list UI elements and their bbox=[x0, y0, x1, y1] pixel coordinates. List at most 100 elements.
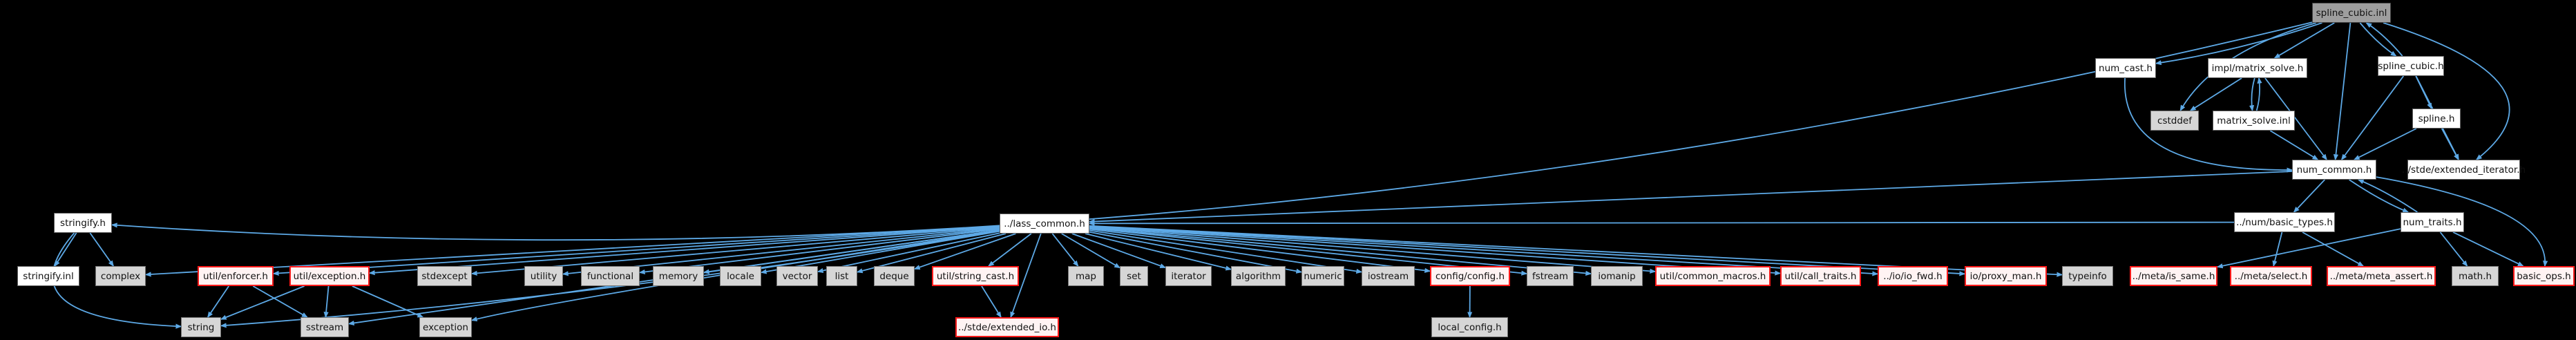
edge-lass_common-string_cast bbox=[988, 233, 1032, 267]
node-lass_common[interactable]: ../lass_common.h bbox=[1000, 214, 1089, 234]
edge-lass_common-config bbox=[1089, 228, 1431, 273]
edge-stringify_h-complex bbox=[89, 232, 114, 267]
edge-basic_types-select bbox=[2272, 232, 2283, 267]
edge-matrix_solve_inl-num_common bbox=[2269, 130, 2319, 160]
node-num_cast[interactable]: num_cast.h bbox=[2095, 58, 2156, 78]
node-stringify_inl[interactable]: stringify.inl bbox=[17, 266, 79, 286]
edge-util_exception-string bbox=[220, 285, 305, 320]
node-math_h[interactable]: math.h bbox=[2452, 266, 2499, 286]
node-common_macros[interactable]: util/common_macros.h bbox=[1655, 266, 1771, 286]
edge-sc_inl-spline_cubic_h bbox=[2359, 22, 2397, 57]
edge-num_common-basic_types bbox=[2293, 179, 2325, 213]
edge-spline_h-num_common bbox=[2353, 128, 2417, 160]
node-spline_cubic_h[interactable]: spline_cubic.h bbox=[2378, 56, 2444, 76]
edge-impl_matrix_solve-matrix_solve_inl bbox=[2249, 77, 2255, 112]
edge-basic_types-meta_assert bbox=[2302, 232, 2365, 267]
edge-util_exception-sstream bbox=[323, 285, 330, 319]
node-ext_iterator[interactable]: ../stde/extended_iterator.h bbox=[2402, 160, 2526, 180]
node-exception[interactable]: exception bbox=[419, 317, 472, 337]
node-iostream[interactable]: iostream bbox=[1362, 266, 1415, 286]
edge-sc_inl-impl_matrix_solve bbox=[2273, 22, 2335, 59]
edge-stringify_h-stringify_inl bbox=[54, 232, 77, 267]
node-iomanip[interactable]: iomanip bbox=[1591, 266, 1643, 286]
edge-num_traits-num_common bbox=[2357, 179, 2418, 213]
node-is_same[interactable]: ../meta/is_same.h bbox=[2130, 266, 2217, 286]
edge-num_common-basic_ops bbox=[2376, 176, 2548, 267]
edge-spline_cubic_h-sc_inl bbox=[2365, 22, 2403, 57]
edge-lass_common-deque bbox=[913, 233, 1016, 270]
edge-matrix_solve_inl-impl_matrix_solve bbox=[2255, 77, 2262, 111]
node-call_traits[interactable]: util/call_traits.h bbox=[1780, 266, 1861, 286]
edge-lass_common-algorithm bbox=[1085, 233, 1232, 271]
node-vector[interactable]: vector bbox=[776, 266, 818, 286]
node-util_exception[interactable]: util/exception.h bbox=[289, 266, 370, 286]
node-numeric[interactable]: numeric bbox=[1301, 266, 1344, 286]
edge-lass_common-set bbox=[1061, 233, 1121, 269]
node-num_traits[interactable]: num_traits.h bbox=[2401, 212, 2464, 232]
edge-impl_matrix_solve-num_common bbox=[2264, 77, 2327, 161]
node-enforcer[interactable]: util/enforcer.h bbox=[198, 266, 274, 286]
node-locale[interactable]: locale bbox=[720, 266, 761, 286]
node-algorithm[interactable]: algorithm bbox=[1231, 266, 1286, 286]
node-complex[interactable]: complex bbox=[95, 266, 146, 286]
node-functional[interactable]: functional bbox=[581, 266, 640, 286]
node-memory[interactable]: memory bbox=[653, 266, 704, 286]
node-iterator[interactable]: iterator bbox=[1165, 266, 1212, 286]
node-impl_matrix_solve[interactable]: impl/matrix_solve.h bbox=[2208, 58, 2307, 78]
node-basic_types[interactable]: ../num/basic_types.h bbox=[2234, 212, 2335, 232]
edge-string_cast-ext_io bbox=[981, 285, 1002, 319]
node-select[interactable]: ../meta/select.h bbox=[2230, 266, 2312, 286]
node-local_config[interactable]: local_config.h bbox=[1431, 317, 1508, 337]
edge-lass_common-ext_io bbox=[1010, 233, 1042, 319]
node-cstddef[interactable]: cstddef bbox=[2150, 111, 2199, 131]
edge-lass_common-complex bbox=[144, 225, 1000, 277]
node-config[interactable]: config/config.h bbox=[1430, 266, 1510, 286]
node-fstream[interactable]: fstream bbox=[1527, 266, 1574, 286]
node-meta_assert[interactable]: ../meta/meta_assert.h bbox=[2327, 266, 2436, 286]
node-spline_h[interactable]: spline.h bbox=[2412, 108, 2461, 129]
edge-lass_common-iomanip bbox=[1089, 227, 1592, 276]
edge-lass_common-common_macros bbox=[1089, 226, 1657, 274]
edge-num_traits-is_same bbox=[2216, 228, 2401, 269]
edge-lass_common-enforcer bbox=[272, 225, 1000, 276]
node-utility[interactable]: utility bbox=[524, 266, 563, 286]
node-basic_ops[interactable]: basic_ops.h bbox=[2513, 266, 2575, 286]
edge-sc_inl-num_cast bbox=[2155, 22, 2322, 66]
node-set[interactable]: set bbox=[1120, 266, 1148, 286]
node-string[interactable]: string bbox=[181, 317, 221, 337]
edge-num_cast-num_common bbox=[2124, 77, 2293, 173]
node-num_common[interactable]: num_common.h bbox=[2292, 160, 2376, 180]
edge-num_common-lass_common bbox=[1088, 171, 2293, 225]
node-sc_inl[interactable]: spline_cubic.inl bbox=[2312, 3, 2391, 23]
node-stringify_h[interactable]: stringify.h bbox=[54, 213, 112, 233]
node-ext_io[interactable]: ../stde/extended_io.h bbox=[955, 317, 1059, 337]
edge-enforcer-string bbox=[207, 285, 229, 319]
edge-lass_common-map bbox=[1051, 233, 1079, 267]
edge-lass_common-string bbox=[220, 230, 1000, 328]
node-string_cast[interactable]: util/string_cast.h bbox=[932, 266, 1019, 286]
node-typeinfo[interactable]: typeinfo bbox=[2062, 266, 2113, 286]
edge-enforcer-sstream bbox=[252, 285, 308, 318]
node-io_fwd[interactable]: ../io/io_fwd.h bbox=[1878, 266, 1948, 286]
edge-util_exception-exception bbox=[352, 285, 424, 318]
edge-stringify_h-string bbox=[52, 232, 182, 329]
edge-lass_common-exception bbox=[470, 229, 1000, 322]
edge-num_traits-basic_ops bbox=[2452, 232, 2524, 267]
node-stdexcept[interactable]: stdexcept bbox=[417, 266, 472, 286]
edge-sc_inl-num_common bbox=[2333, 22, 2351, 161]
node-sstream[interactable]: sstream bbox=[300, 317, 349, 337]
edge-num_traits-math_h bbox=[2439, 232, 2468, 267]
edge-sc_inl-ext_iterator bbox=[2383, 22, 2510, 160]
edge-spline_h-ext_iterator bbox=[2441, 128, 2459, 161]
node-map[interactable]: map bbox=[1068, 266, 1104, 286]
edge-sc_inl-stringify_h bbox=[111, 21, 2313, 241]
node-matrix_solve_inl[interactable]: matrix_solve.inl bbox=[2213, 111, 2295, 131]
edge-basic_types-lass_common bbox=[1088, 220, 2235, 226]
edge-impl_matrix_solve-cstddef bbox=[2189, 77, 2242, 111]
node-proxy_man[interactable]: io/proxy_man.h bbox=[1965, 266, 2047, 286]
node-list[interactable]: list bbox=[826, 266, 857, 286]
edge-lass_common-iterator bbox=[1071, 233, 1167, 269]
node-deque[interactable]: deque bbox=[874, 266, 915, 286]
